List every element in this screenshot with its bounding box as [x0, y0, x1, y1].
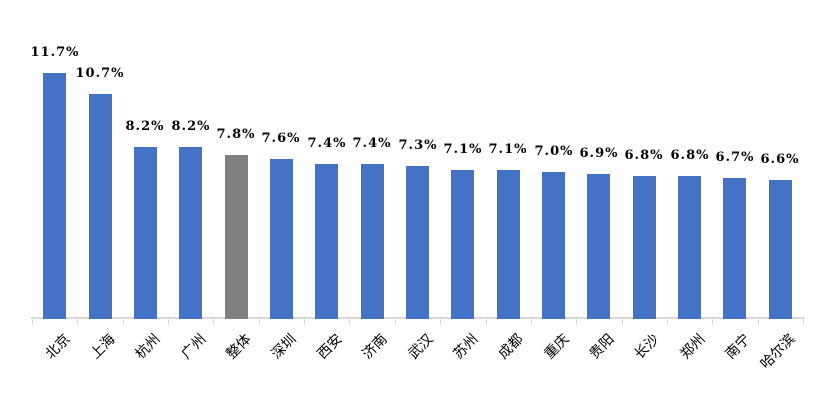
x-axis-tick — [712, 317, 713, 325]
category-label: 重庆 — [541, 331, 573, 363]
bar-value-label: 7.1% — [443, 142, 483, 157]
category-label: 武汉 — [405, 331, 437, 363]
x-axis-tick — [123, 317, 124, 325]
bar-city — [406, 166, 429, 319]
bar-value-label: 7.8% — [216, 127, 256, 142]
x-axis-tick — [213, 317, 214, 325]
bar-city — [134, 147, 157, 319]
bar-city — [587, 174, 610, 319]
category-label: 南宁 — [722, 331, 754, 363]
x-axis-tick — [531, 317, 532, 325]
bar-city — [361, 164, 384, 319]
category-label: 哈尔滨 — [757, 331, 799, 373]
x-axis-tick — [803, 317, 804, 325]
bar-city — [270, 159, 293, 319]
bar-overall — [225, 155, 248, 319]
category-label: 广州 — [178, 331, 210, 363]
bar-value-label: 6.7% — [715, 150, 755, 165]
x-axis-tick — [259, 317, 260, 325]
bar-value-label: 7.1% — [488, 142, 528, 157]
bar-value-label: 10.7% — [75, 66, 125, 81]
x-axis-tick — [349, 317, 350, 325]
bar-city — [497, 170, 520, 319]
bar-value-label: 7.3% — [398, 138, 438, 153]
bar-value-label: 7.0% — [534, 144, 574, 159]
category-label: 济南 — [359, 331, 391, 363]
category-label: 贵阳 — [586, 331, 618, 363]
x-axis-tick — [758, 317, 759, 325]
x-axis-tick — [667, 317, 668, 325]
bar-value-label: 8.2% — [125, 119, 165, 134]
category-label: 苏州 — [450, 331, 482, 363]
bar-city — [769, 180, 792, 319]
category-label: 郑州 — [677, 331, 709, 363]
bar-city — [451, 170, 474, 319]
bar-city — [723, 178, 746, 319]
x-axis-tick — [304, 317, 305, 325]
category-label: 整体 — [223, 331, 255, 363]
bar-value-label: 8.2% — [171, 119, 211, 134]
bar-city — [179, 147, 202, 319]
x-axis-tick — [622, 317, 623, 325]
category-label: 深圳 — [268, 331, 300, 363]
category-label: 上海 — [87, 331, 119, 363]
category-label: 成都 — [495, 331, 527, 363]
x-axis-tick — [77, 317, 78, 325]
bar-value-label: 6.8% — [670, 148, 710, 163]
bar-value-label: 7.6% — [261, 131, 301, 146]
bar-city — [633, 176, 656, 319]
x-axis-tick — [576, 317, 577, 325]
bar-value-label: 7.4% — [307, 136, 347, 151]
bar-value-label: 11.7% — [30, 45, 80, 60]
bar-value-label: 6.8% — [624, 148, 664, 163]
category-label: 杭州 — [132, 331, 164, 363]
bar-city — [315, 164, 338, 319]
bar-city — [89, 94, 112, 319]
x-axis-tick — [395, 317, 396, 325]
bar-value-label: 6.9% — [579, 146, 619, 161]
bar-city — [678, 176, 701, 319]
category-label: 西安 — [314, 331, 346, 363]
x-axis-tick — [168, 317, 169, 325]
bar-city — [542, 172, 565, 319]
category-label: 长沙 — [631, 331, 663, 363]
bar-value-label: 7.4% — [352, 136, 392, 151]
bar-value-label: 6.6% — [760, 152, 800, 167]
x-axis-tick — [32, 317, 33, 325]
x-axis-tick — [440, 317, 441, 325]
x-axis-tick — [486, 317, 487, 325]
bar-city — [43, 73, 66, 319]
